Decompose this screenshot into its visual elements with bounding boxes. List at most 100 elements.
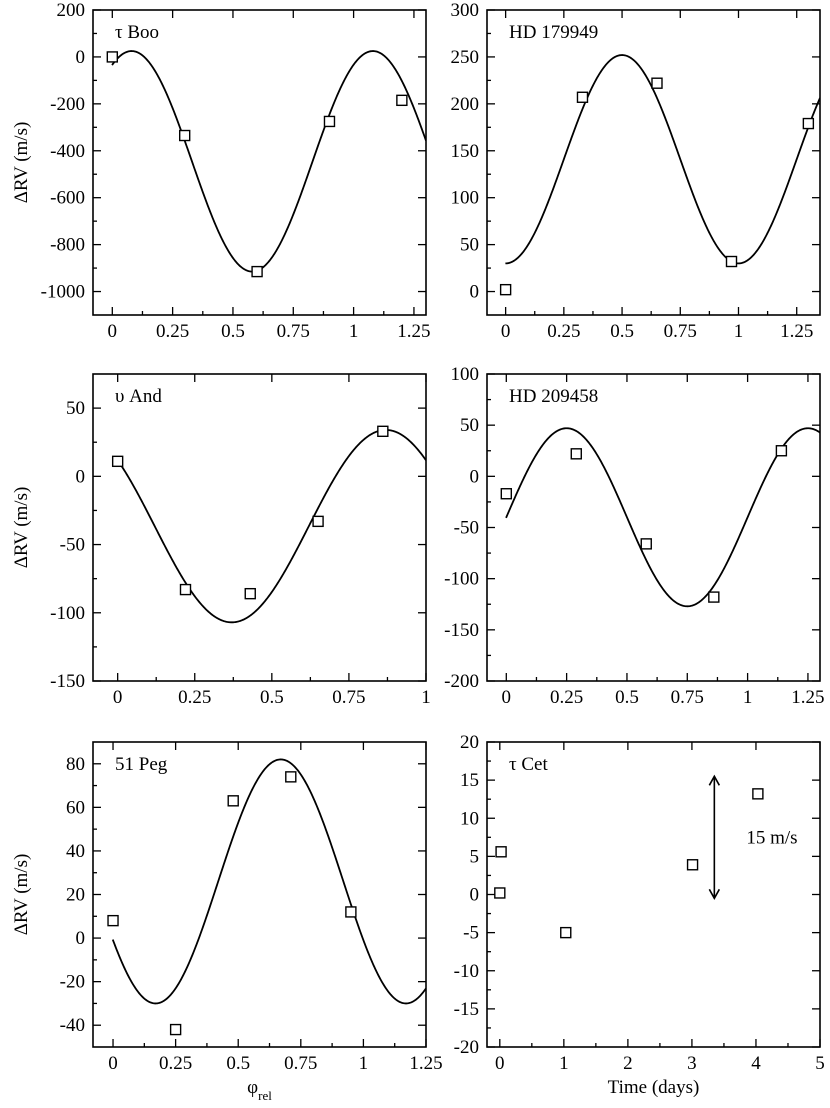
y-tick-label: 20 [66, 885, 85, 906]
x-tick-label: 1.25 [780, 321, 813, 342]
panel-3: 0 0.25 0.5 0.75 1 50 0 -50 -100 -150 υ And ΔRV (m/s… [11, 373, 431, 708]
plot-frame [486, 373, 821, 682]
data-point [106, 51, 119, 63]
y-tick-label: -200 [444, 671, 479, 692]
y-tick-label: -15 [454, 999, 479, 1020]
y-tick-label: 10 [460, 808, 479, 829]
x-tick-label: 0.25 [178, 687, 211, 708]
data-point [179, 583, 192, 596]
x-tick-label: 0.5 [226, 1053, 250, 1074]
fit-curve [505, 427, 820, 608]
data-point [752, 788, 764, 800]
y-tick-label: 200 [57, 0, 86, 21]
x-tick-label: 0.75 [671, 687, 704, 708]
y-tick-label: 0 [76, 47, 86, 68]
fit-curve [116, 429, 426, 624]
x-tick-label: 1.25 [409, 1053, 442, 1074]
x-tick-label: 0.5 [615, 687, 639, 708]
data-point [570, 448, 582, 460]
fit-curve [505, 54, 820, 265]
y-tick-label: -150 [444, 620, 479, 641]
x-axis-label-main: φ [247, 1077, 258, 1098]
y-tick-label: -200 [50, 94, 85, 115]
y-tick-label: 40 [66, 841, 85, 862]
x-tick-label: 0.5 [221, 321, 245, 342]
data-point [560, 926, 572, 939]
y-axis-label: ΔRV (m/s) [11, 122, 32, 204]
x-tick-label: 0.25 [156, 321, 189, 342]
x-tick-label: 1.25 [791, 687, 824, 708]
y-tick-label: -40 [60, 1015, 85, 1036]
x-tick-label: 0 [108, 321, 118, 342]
y-tick-label: -20 [454, 1037, 479, 1058]
y-tick-label: -1000 [41, 282, 85, 303]
x-tick-label: 0.25 [547, 321, 580, 342]
data-point [251, 265, 263, 278]
panel-2: 0 0.25 0.5 0.75 1 1.25 300 250 200 150 100 50 0 HD 17… [451, 0, 821, 342]
y-tick-label: -800 [50, 235, 85, 256]
data-point [495, 846, 507, 858]
panel-6: 0 1 2 3 4 5 20 15 10 5 0 -5 -10 -15 -20 τ Cet Time (days… [454, 732, 825, 1098]
x-tick-label: 0 [108, 1053, 118, 1074]
x-tick-label: 4 [751, 1053, 761, 1074]
x-tick-label: 3 [687, 1053, 697, 1074]
y-tick-label: 100 [451, 364, 480, 385]
y-tick-label: 0 [76, 466, 86, 487]
data-point [708, 591, 720, 603]
panel-label: τ Cet [509, 754, 548, 775]
fit-curve [111, 50, 426, 273]
y-tick-label: 150 [451, 141, 480, 162]
data-point [323, 115, 336, 128]
y-tick-label: 100 [451, 188, 480, 209]
data-point [312, 515, 324, 528]
x-tick-label: 1 [359, 1053, 369, 1074]
x-tick-label: 0.75 [332, 687, 365, 708]
data-point [345, 906, 357, 918]
data-point [227, 795, 239, 807]
y-axis-label: ΔRV (m/s) [11, 487, 32, 569]
y-tick-label: 0 [470, 885, 480, 906]
panel-5: 0 0.25 0.5 0.75 1 1.25 80 60 40 20 0 -20 -40 51 Peg ΔR… [11, 741, 443, 1103]
y-tick-label: 0 [470, 466, 480, 487]
panel-label: τ Boo [115, 22, 159, 43]
x-tick-label: 0.75 [277, 321, 310, 342]
data-point [169, 1023, 182, 1036]
panel-4: 0 0.25 0.5 0.75 1 1.25 100 50 0 -50 -100 -150 -200 HD… [444, 364, 824, 708]
data-point [640, 538, 652, 550]
plot-frame [92, 741, 427, 1048]
data-point [377, 425, 389, 438]
x-axis-label-main: Time (days) [608, 1077, 700, 1098]
data-point [178, 129, 191, 142]
data-point [499, 283, 512, 296]
x-tick-label: 0.5 [610, 321, 634, 342]
data-point [500, 488, 513, 500]
y-tick-label: 60 [66, 797, 85, 818]
y-tick-label: 0 [470, 282, 480, 303]
data-point [651, 77, 663, 89]
x-tick-label: 2 [623, 1053, 633, 1074]
data-point [494, 887, 506, 899]
data-point [576, 91, 589, 103]
data-point [111, 455, 124, 468]
y-tick-label: -400 [50, 141, 85, 162]
x-tick-label: 1 [349, 321, 359, 342]
y-tick-label: -5 [463, 923, 479, 944]
y-tick-label: -100 [444, 569, 479, 590]
y-tick-label: 50 [460, 235, 479, 256]
x-tick-label: 0.25 [550, 687, 583, 708]
x-tick-label: 1 [743, 687, 753, 708]
panel-label: 51 Peg [115, 754, 168, 775]
x-tick-label: 1.25 [397, 321, 430, 342]
y-tick-label: -600 [50, 188, 85, 209]
data-point [686, 859, 699, 871]
fit-curve [111, 758, 426, 1005]
plot-frame [486, 9, 821, 316]
y-tick-label: -10 [454, 961, 479, 982]
x-tick-label: 0.25 [159, 1053, 192, 1074]
y-tick-label: 50 [460, 415, 479, 436]
y-tick-label: 20 [460, 732, 479, 753]
panel-label: HD 179949 [509, 22, 598, 43]
data-point [107, 914, 119, 927]
x-axis-label: φrel [247, 1077, 272, 1103]
x-tick-label: 0 [113, 687, 123, 708]
